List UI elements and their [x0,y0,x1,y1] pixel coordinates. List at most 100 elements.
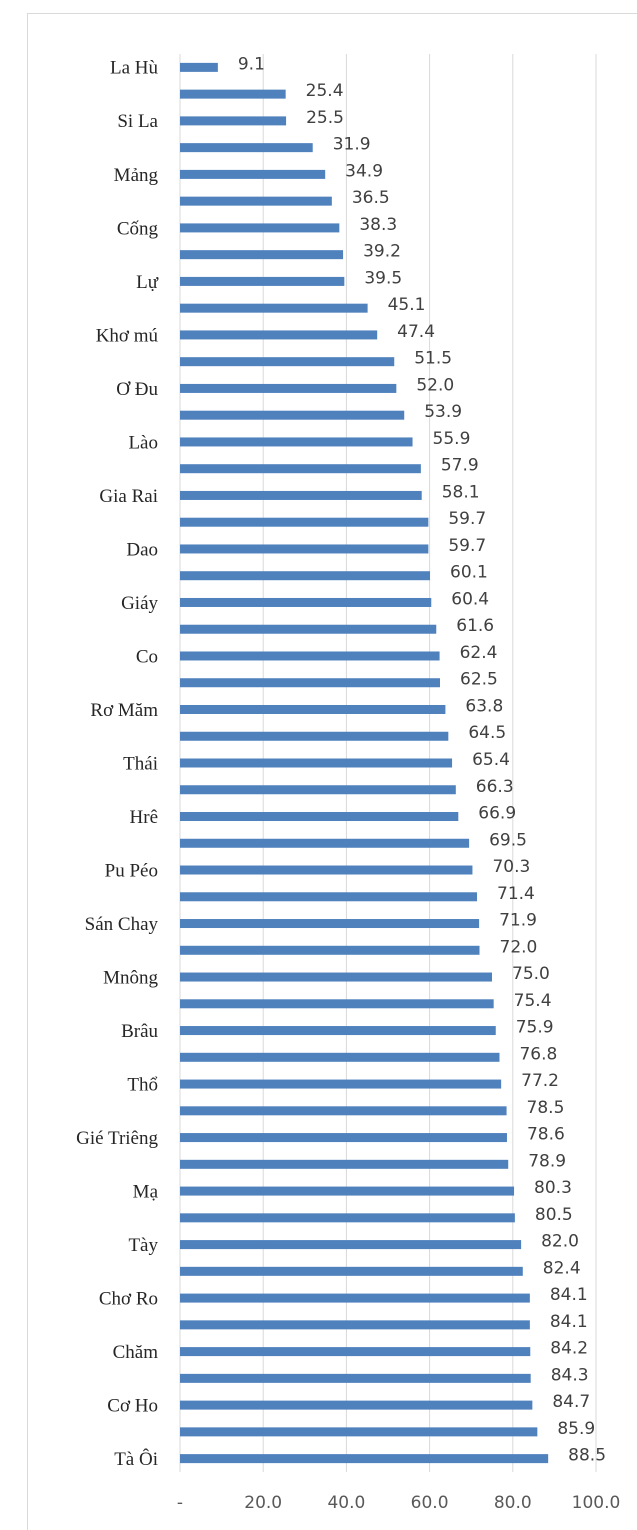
bar [180,704,446,714]
data-label: 70.3 [492,857,530,877]
data-label: 52.0 [416,375,454,395]
bar [180,1320,530,1330]
y-tick-label: Ơ Đu [116,379,158,400]
data-label: 69.5 [489,830,527,850]
y-tick-label: Thái [123,753,158,774]
bar [180,1266,523,1276]
y-tick-label: Si La [117,111,158,132]
bar [180,838,470,848]
bar [180,116,287,126]
y-tick-label: Cơ Ho [107,1395,158,1416]
data-label: 72.0 [500,937,538,957]
data-label: 62.4 [460,643,498,663]
y-tick-label: Thổ [127,1074,158,1095]
bar [180,143,313,153]
bar [180,1052,500,1062]
data-label: 71.4 [497,884,535,904]
bar [180,678,440,688]
bar [180,651,440,661]
data-label: 88.5 [568,1446,606,1466]
x-tick-label: 100.0 [572,1493,621,1513]
bar [180,865,473,875]
bar [180,303,368,313]
bar [180,1347,531,1357]
x-tick-label: 20.0 [244,1493,282,1513]
bar [180,919,480,929]
data-label: 58.1 [442,482,480,502]
data-label: 36.5 [352,188,390,208]
data-label: 65.4 [472,750,510,770]
data-label: 25.5 [306,108,344,128]
y-tick-label: Mảng [114,165,159,186]
bar [180,196,332,206]
y-tick-label: Tà Ôi [114,1448,158,1470]
y-tick-label: Dao [126,539,158,560]
y-tick-label: Cống [117,218,159,239]
bar [180,1133,507,1143]
data-label: 77.2 [521,1071,559,1091]
data-label: 84.3 [551,1365,589,1385]
bar [180,89,286,99]
bar [180,1373,531,1383]
bar [180,945,480,955]
bar [180,490,422,500]
data-label: 39.5 [364,268,402,288]
data-label: 38.3 [359,215,397,235]
bar [180,464,421,474]
bar [180,1186,515,1196]
bar [180,1400,533,1410]
data-label: 34.9 [345,161,383,181]
bar [180,357,395,367]
data-label: 75.9 [516,1018,554,1038]
bar [180,1106,507,1116]
bar [180,597,432,607]
bar [180,276,345,286]
x-tick-label: - [177,1493,183,1513]
data-label: 57.9 [441,456,479,476]
bar [180,62,218,72]
data-label: 64.5 [468,723,506,743]
data-label: 71.9 [499,911,537,931]
data-label: 66.9 [478,804,516,824]
x-tick-label: 60.0 [411,1493,449,1513]
data-label: 59.7 [448,509,486,529]
y-tick-label: Hrê [130,807,158,828]
y-tick-label: Lự [136,272,159,293]
data-label: 47.4 [397,322,435,342]
data-label: 25.4 [306,81,344,101]
data-label: 62.5 [460,670,498,690]
bar [180,1240,522,1250]
y-tick-label: Co [136,646,158,667]
bar [180,223,340,233]
bar [180,1293,530,1303]
chart-frame [27,13,637,1530]
data-label: 85.9 [557,1419,595,1439]
data-label: 75.0 [512,964,550,984]
y-tick-label: Brâu [121,1021,158,1042]
data-label: 39.2 [363,242,401,262]
x-tick-label: 80.0 [494,1493,532,1513]
data-label: 76.8 [519,1044,557,1064]
y-tick-label: Mnông [103,967,158,988]
y-tick-label: Giáy [121,593,158,614]
bar [180,1159,509,1169]
bar [180,437,413,447]
data-label: 84.7 [552,1392,590,1412]
bar [180,1454,549,1464]
bar [180,330,378,340]
data-label: 55.9 [433,429,471,449]
data-label: 53.9 [424,402,462,422]
data-label: 82.4 [543,1258,581,1278]
data-label: 51.5 [414,349,452,369]
y-tick-label: Mạ [133,1181,159,1202]
data-label: 84.1 [550,1312,588,1332]
bar [180,571,431,581]
data-label: 60.1 [450,563,488,583]
data-label: 75.4 [514,991,552,1011]
data-label: 31.9 [333,135,371,155]
bar [180,544,429,554]
y-tick-label: Gia Rai [99,486,158,507]
data-label: 82.0 [541,1232,579,1252]
data-label: 78.6 [527,1125,565,1145]
